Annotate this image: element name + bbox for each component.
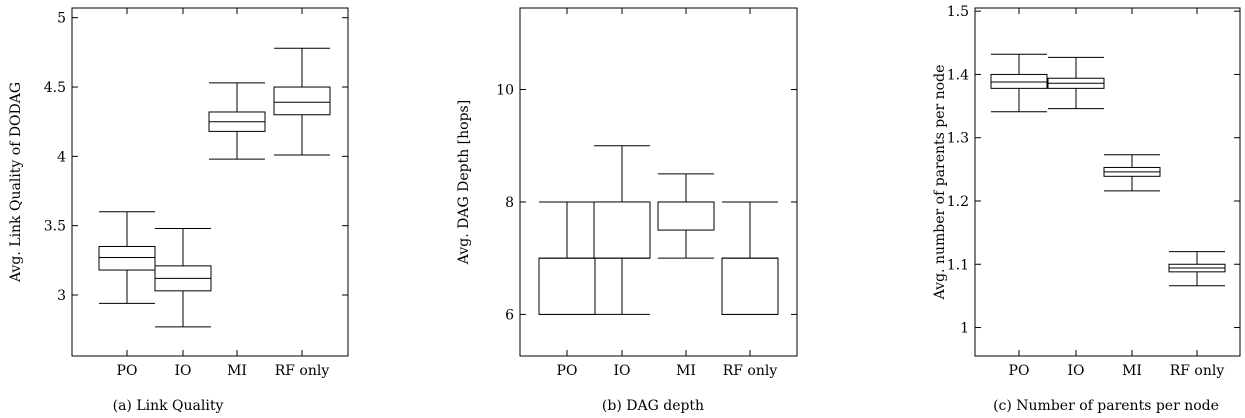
- panel-caption: (a) Link Quality: [113, 398, 224, 414]
- x-tick-label: RF only: [1170, 363, 1225, 379]
- x-tick-label: MI: [676, 363, 696, 379]
- box-po: [98, 211, 156, 304]
- box-iqr: [593, 201, 651, 259]
- panel-caption: (b) DAG depth: [602, 398, 704, 414]
- box-io: [593, 145, 651, 315]
- box-mi: [208, 82, 266, 160]
- x-tick-label: PO: [117, 363, 138, 379]
- box-rf-only: [273, 47, 331, 156]
- x-tick-label: MI: [227, 363, 247, 379]
- box-rf-only: [1168, 251, 1226, 287]
- box-rf-only: [721, 201, 779, 315]
- y-tick-label: 8: [505, 195, 514, 211]
- y-tick-label: 10: [496, 83, 514, 99]
- y-tick-label: 4.5: [44, 80, 66, 96]
- y-axis-label: Avg. DAG Depth [hops]: [456, 100, 472, 265]
- box-iqr: [273, 86, 331, 116]
- plot-frame: [71, 7, 349, 357]
- box-mi: [657, 173, 715, 259]
- plot-frame: [519, 7, 798, 357]
- box-mi: [1103, 154, 1161, 192]
- y-tick-label: 4: [57, 149, 66, 165]
- box-iqr: [721, 257, 779, 315]
- y-tick-label: 1.5: [947, 4, 969, 20]
- box-iqr: [990, 73, 1048, 89]
- y-axis-label: Avg. number of parents per node: [932, 65, 948, 301]
- box-iqr: [538, 257, 596, 315]
- box-io: [1047, 56, 1105, 110]
- y-tick-label: 1.2: [947, 194, 969, 210]
- x-tick-label: IO: [1067, 363, 1084, 379]
- box-iqr: [98, 245, 156, 271]
- box-po: [538, 201, 596, 315]
- chart-panel-1: 3 3.5 4 4.5 5 PO IO MI RF only Avg. Link Quality …: [8, 7, 349, 414]
- y-tick-label: 5: [57, 11, 66, 27]
- box-io: [154, 227, 212, 328]
- y-tick-label: 3.5: [44, 219, 66, 235]
- y-tick-label: 1: [960, 321, 969, 337]
- y-tick-label: 1.1: [947, 257, 969, 273]
- y-tick-label: 1.3: [947, 131, 969, 147]
- x-tick-label: RF only: [723, 363, 778, 379]
- panel-caption: (c) Number of parents per node: [993, 398, 1219, 414]
- x-tick-label: RF only: [275, 363, 330, 379]
- box-po: [990, 53, 1048, 113]
- y-tick-label: 3: [57, 288, 66, 304]
- chart-panel-2: 6 8 10 PO IO MI RF only Avg. DAG Depth [hops] (b…: [456, 7, 798, 414]
- chart-panel-3: 1 1.1 1.2 1.3 1.4 1.5 PO IO MI RF only Avg. number…: [932, 4, 1241, 414]
- y-axis-label: Avg. Link Quality of DODAG: [8, 82, 24, 283]
- box-iqr: [657, 201, 715, 231]
- x-tick-label: MI: [1122, 363, 1142, 379]
- y-tick-label: 6: [505, 307, 514, 323]
- plot-frame: [974, 7, 1241, 357]
- y-tick-label: 1.4: [947, 67, 969, 83]
- x-tick-label: IO: [613, 363, 630, 379]
- x-tick-label: PO: [557, 363, 578, 379]
- x-tick-label: IO: [174, 363, 191, 379]
- x-tick-label: PO: [1009, 363, 1030, 379]
